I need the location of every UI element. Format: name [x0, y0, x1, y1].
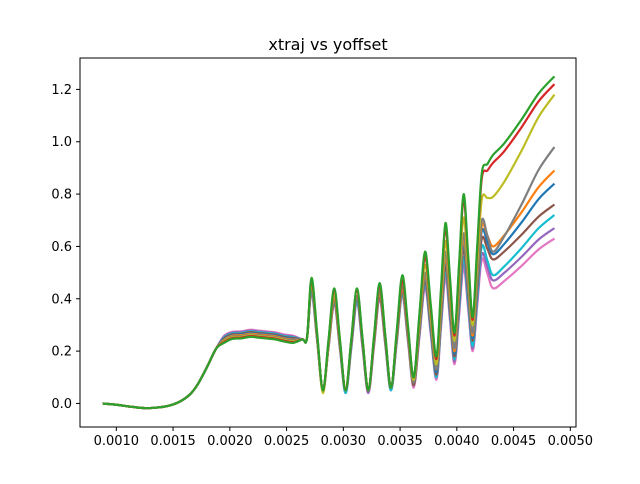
- y-tick-label: 0.6: [51, 240, 72, 255]
- x-tick-label: 0.0035: [377, 434, 423, 449]
- y-tick-label: 0.0: [51, 397, 72, 412]
- y-axis: 0.0 0.2 0.4 0.6 0.8 1.0 1.2: [51, 83, 80, 412]
- x-tick-label: 0.0015: [150, 434, 196, 449]
- y-tick-label: 0.4: [51, 292, 72, 307]
- chart-title: xtraj vs yoffset: [268, 35, 387, 54]
- x-tick-label: 0.0025: [264, 434, 310, 449]
- x-tick-label: 0.0045: [491, 434, 537, 449]
- y-tick-label: 0.8: [51, 188, 72, 203]
- x-tick-label: 0.0010: [94, 434, 140, 449]
- y-tick-label: 0.2: [51, 345, 72, 360]
- x-tick-label: 0.0050: [548, 434, 594, 449]
- x-axis: 0.0010 0.0015 0.0020 0.0025 0.0030 0.0035 0.00…: [94, 427, 594, 449]
- x-tick-label: 0.0030: [321, 434, 367, 449]
- y-tick-label: 1.0: [51, 135, 72, 150]
- plot-frame: [79, 57, 577, 428]
- y-tick-label: 1.2: [51, 83, 72, 98]
- series-line-0: [102, 75, 556, 410]
- x-tick-label: 0.0040: [434, 434, 480, 449]
- x-tick-label: 0.0020: [207, 434, 253, 449]
- plot-series-group: [102, 75, 556, 410]
